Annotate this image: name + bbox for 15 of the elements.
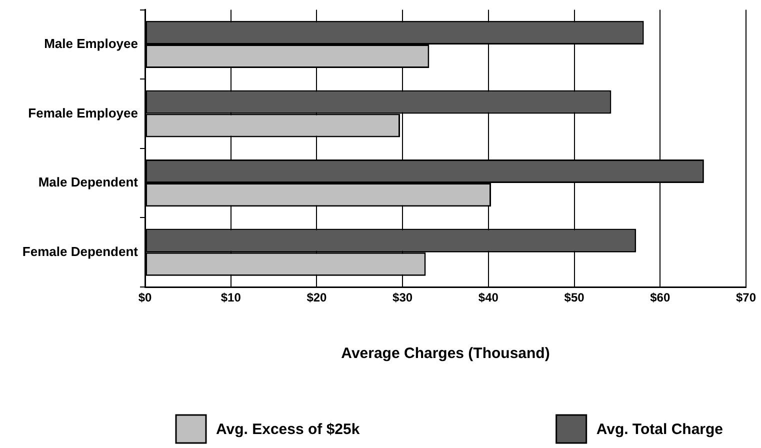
x-tick-label: $70 xyxy=(736,290,756,305)
x-tick-label: $60 xyxy=(650,290,670,305)
x-tick-label: $20 xyxy=(306,290,328,305)
y-tick-label: Female Dependent xyxy=(22,244,139,259)
y-tick-label: Male Employee xyxy=(44,36,138,52)
legend-label: Avg. Total Charge xyxy=(596,421,724,438)
y-tick-label: Female Employee xyxy=(28,105,138,120)
x-tick-label: $10 xyxy=(220,290,242,305)
x-tick-label: $40 xyxy=(478,290,499,305)
y-tick-label: Male Dependent xyxy=(38,174,139,190)
x-tick-label: $0 xyxy=(138,290,152,305)
x-axis-title: Average Charges (Thousand) xyxy=(341,345,550,362)
x-tick-label: $50 xyxy=(564,290,585,305)
x-tick-label: $30 xyxy=(392,290,413,305)
legend-label: Avg. Excess of $25k xyxy=(216,421,360,438)
